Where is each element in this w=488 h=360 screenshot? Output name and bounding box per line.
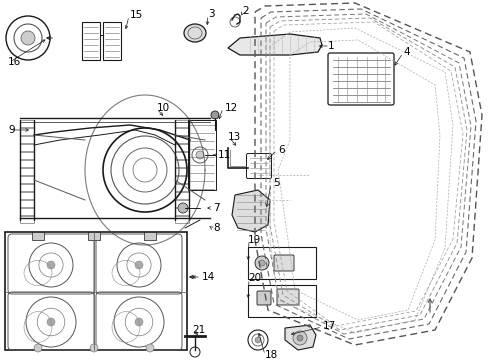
Circle shape [196,151,203,159]
Bar [247,247,315,279]
Circle shape [210,111,219,119]
Bar [175,120,189,127]
Text: 10: 10 [157,103,170,113]
Circle shape [292,331,306,345]
Bar [175,128,189,135]
Text: 20: 20 [247,273,261,283]
Circle shape [296,335,303,341]
Bar [20,184,34,191]
Circle shape [146,344,154,352]
Bar [175,176,189,183]
FancyBboxPatch shape [257,291,270,305]
Bar [20,136,34,143]
Circle shape [47,318,55,326]
Circle shape [90,344,98,352]
Circle shape [135,318,142,326]
Bar [88,232,100,240]
Text: 14: 14 [202,272,215,282]
Text: 19: 19 [247,235,261,245]
Text: 7: 7 [213,203,219,213]
Bar [175,184,189,191]
Circle shape [135,261,142,269]
Text: 1: 1 [327,41,334,51]
Bar [20,216,34,223]
Polygon shape [231,190,269,232]
Polygon shape [227,34,321,55]
Bar [175,216,189,223]
FancyBboxPatch shape [273,255,293,271]
Bar [175,192,189,199]
Text: 9: 9 [8,125,15,135]
Text: 17: 17 [323,321,336,331]
Bar [103,22,121,60]
Text: 11: 11 [218,150,231,160]
Text: 5: 5 [272,178,279,188]
Circle shape [21,31,35,45]
Bar [20,176,34,183]
Bar [20,192,34,199]
Circle shape [47,261,55,269]
Bar [20,200,34,207]
Bar [175,168,189,175]
Bar [20,160,34,167]
Bar [20,168,34,175]
Bar [20,208,34,215]
Polygon shape [285,325,315,350]
Bar [143,232,156,240]
Bar [175,160,189,167]
Text: 4: 4 [402,47,409,57]
Text: 3: 3 [207,9,214,19]
Circle shape [259,260,264,266]
Circle shape [254,256,268,270]
Bar [175,144,189,151]
Bar [32,232,44,240]
Bar [20,128,34,135]
Text: 8: 8 [213,223,219,233]
Text: 13: 13 [227,132,241,142]
Bar [82,22,100,60]
Text: 12: 12 [224,103,238,113]
Text: 21: 21 [192,325,205,335]
Text: 6: 6 [278,145,284,155]
Text: 2: 2 [242,6,248,16]
Ellipse shape [183,24,205,42]
Bar [20,152,34,159]
Circle shape [178,203,187,213]
Text: 16: 16 [8,57,21,67]
Bar [175,208,189,215]
Circle shape [254,337,261,343]
Bar [187,120,216,190]
Bar [20,120,34,127]
Bar [175,152,189,159]
Bar [247,285,315,317]
Bar [20,144,34,151]
Bar [5,232,186,350]
Text: 15: 15 [130,10,143,20]
Bar [175,200,189,207]
Circle shape [34,344,42,352]
Bar [175,136,189,143]
FancyBboxPatch shape [276,289,298,305]
Text: 18: 18 [264,350,278,360]
